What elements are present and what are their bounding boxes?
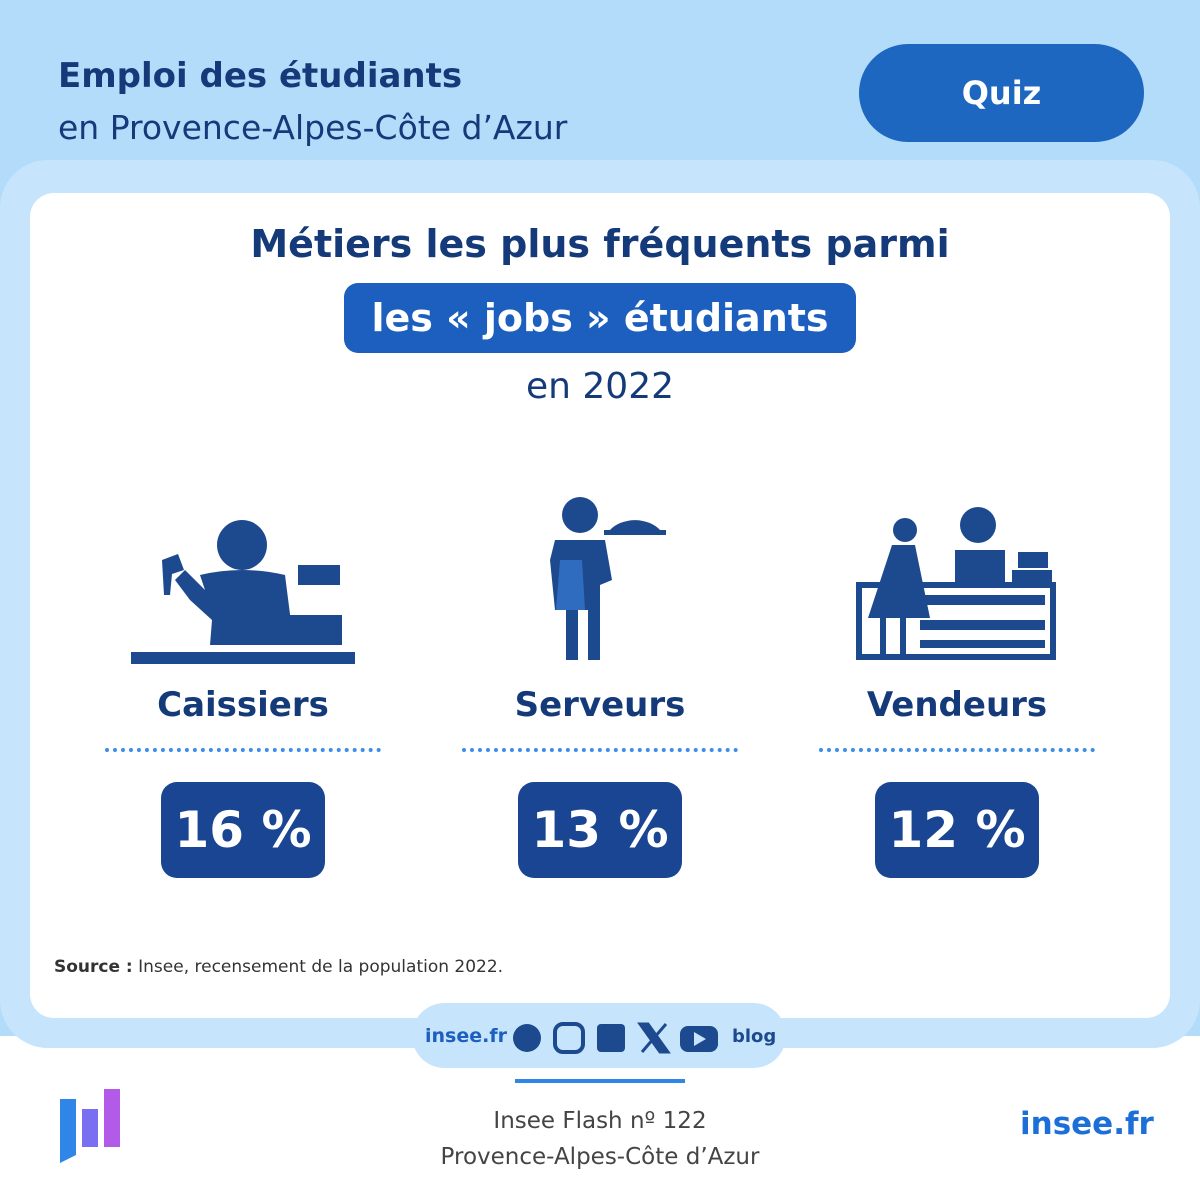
social-blog[interactable]: blog — [732, 1026, 777, 1047]
icon-shelf-row — [920, 620, 1045, 630]
icon-client-body — [868, 545, 930, 618]
icon-register-screen — [298, 565, 340, 585]
footer-publication: Insee Flash nº 122 — [493, 1108, 707, 1134]
icon-register — [1012, 570, 1052, 584]
source-label: Source : — [54, 957, 133, 977]
icon-x[interactable] — [637, 1022, 671, 1054]
logo-bar — [104, 1089, 120, 1147]
footer-site[interactable]: insee.fr — [1020, 1106, 1154, 1142]
icon-instagram[interactable] — [553, 1022, 585, 1054]
divider — [515, 1079, 685, 1083]
dotted-line — [819, 748, 1095, 752]
quiz-button[interactable]: Quiz — [859, 44, 1144, 142]
icon-client-leg — [880, 618, 886, 660]
icon-client-leg — [900, 618, 906, 660]
social-icons — [513, 1022, 718, 1054]
icon-seller-body — [955, 550, 1005, 582]
card-title: Métiers les plus fréquents parmi — [250, 222, 950, 266]
icon-client-head — [893, 518, 917, 542]
source: Source : Insee, recensement de la popula… — [54, 957, 503, 977]
card-year: en 2022 — [525, 366, 675, 407]
icon-towel — [556, 560, 585, 610]
icon-waiter-head — [562, 497, 598, 533]
icon-bluesky[interactable] — [513, 1024, 541, 1052]
item-label: Caissiers — [157, 685, 329, 725]
icon-register-screen — [1018, 552, 1048, 568]
icon-linkedin[interactable] — [597, 1024, 625, 1052]
logo-bar — [60, 1099, 76, 1163]
logo-bar — [82, 1109, 98, 1147]
icon-youtube-play — [694, 1032, 706, 1046]
icon-scanner — [162, 554, 184, 595]
icon-register — [270, 615, 342, 645]
icon-shelf-row — [920, 640, 1045, 648]
dotted-line — [105, 748, 381, 752]
source-text: Insee, recensement de la population 2022… — [138, 957, 504, 977]
item-value: 12 % — [875, 782, 1039, 878]
icon-tray — [604, 530, 666, 535]
icon-seller-head — [960, 507, 996, 543]
icon-shelf-row — [920, 595, 1045, 605]
header-subtitle: en Provence-Alpes-Côte d’Azur — [58, 108, 568, 147]
logo — [60, 1089, 120, 1163]
social-site[interactable]: insee.fr — [425, 1025, 507, 1047]
item-label: Serveurs — [514, 685, 686, 725]
icon-cashier-body — [175, 570, 292, 645]
item-value: 16 % — [161, 782, 325, 878]
header-title: Emploi des étudiants — [58, 56, 463, 96]
item-value: 13 % — [518, 782, 682, 878]
dotted-line — [462, 748, 738, 752]
card-title-highlight: les « jobs » étudiants — [344, 283, 856, 353]
footer-region: Provence-Alpes-Côte d’Azur — [440, 1144, 760, 1170]
icon-counter — [131, 652, 355, 664]
icons — [131, 497, 1056, 664]
icon-cashier-head — [217, 520, 267, 570]
icon-cloche — [610, 520, 660, 530]
item-label: Vendeurs — [866, 685, 1048, 725]
